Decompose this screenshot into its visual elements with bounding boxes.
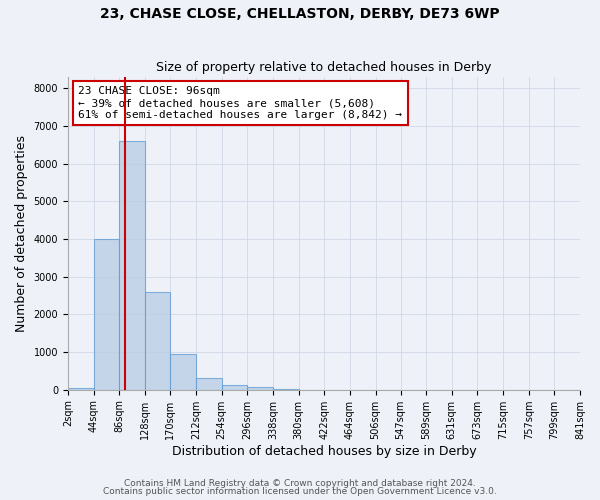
Bar	[94, 239, 119, 390]
Title: Size of property relative to detached houses in Derby: Size of property relative to detached ho…	[156, 62, 491, 74]
Bar	[222, 385, 247, 390]
Bar	[119, 141, 145, 390]
Bar	[170, 354, 196, 390]
Text: 23 CHASE CLOSE: 96sqm
← 39% of detached houses are smaller (5,608)
61% of semi-d: 23 CHASE CLOSE: 96sqm ← 39% of detached …	[78, 86, 402, 120]
Bar	[247, 388, 273, 390]
Bar	[145, 292, 170, 390]
Bar	[273, 388, 299, 390]
Text: 23, CHASE CLOSE, CHELLASTON, DERBY, DE73 6WP: 23, CHASE CLOSE, CHELLASTON, DERBY, DE73…	[100, 8, 500, 22]
X-axis label: Distribution of detached houses by size in Derby: Distribution of detached houses by size …	[172, 444, 476, 458]
Text: Contains public sector information licensed under the Open Government Licence v3: Contains public sector information licen…	[103, 487, 497, 496]
Text: Contains HM Land Registry data © Crown copyright and database right 2024.: Contains HM Land Registry data © Crown c…	[124, 478, 476, 488]
Bar	[196, 378, 222, 390]
Y-axis label: Number of detached properties: Number of detached properties	[15, 135, 28, 332]
Bar	[68, 388, 94, 390]
